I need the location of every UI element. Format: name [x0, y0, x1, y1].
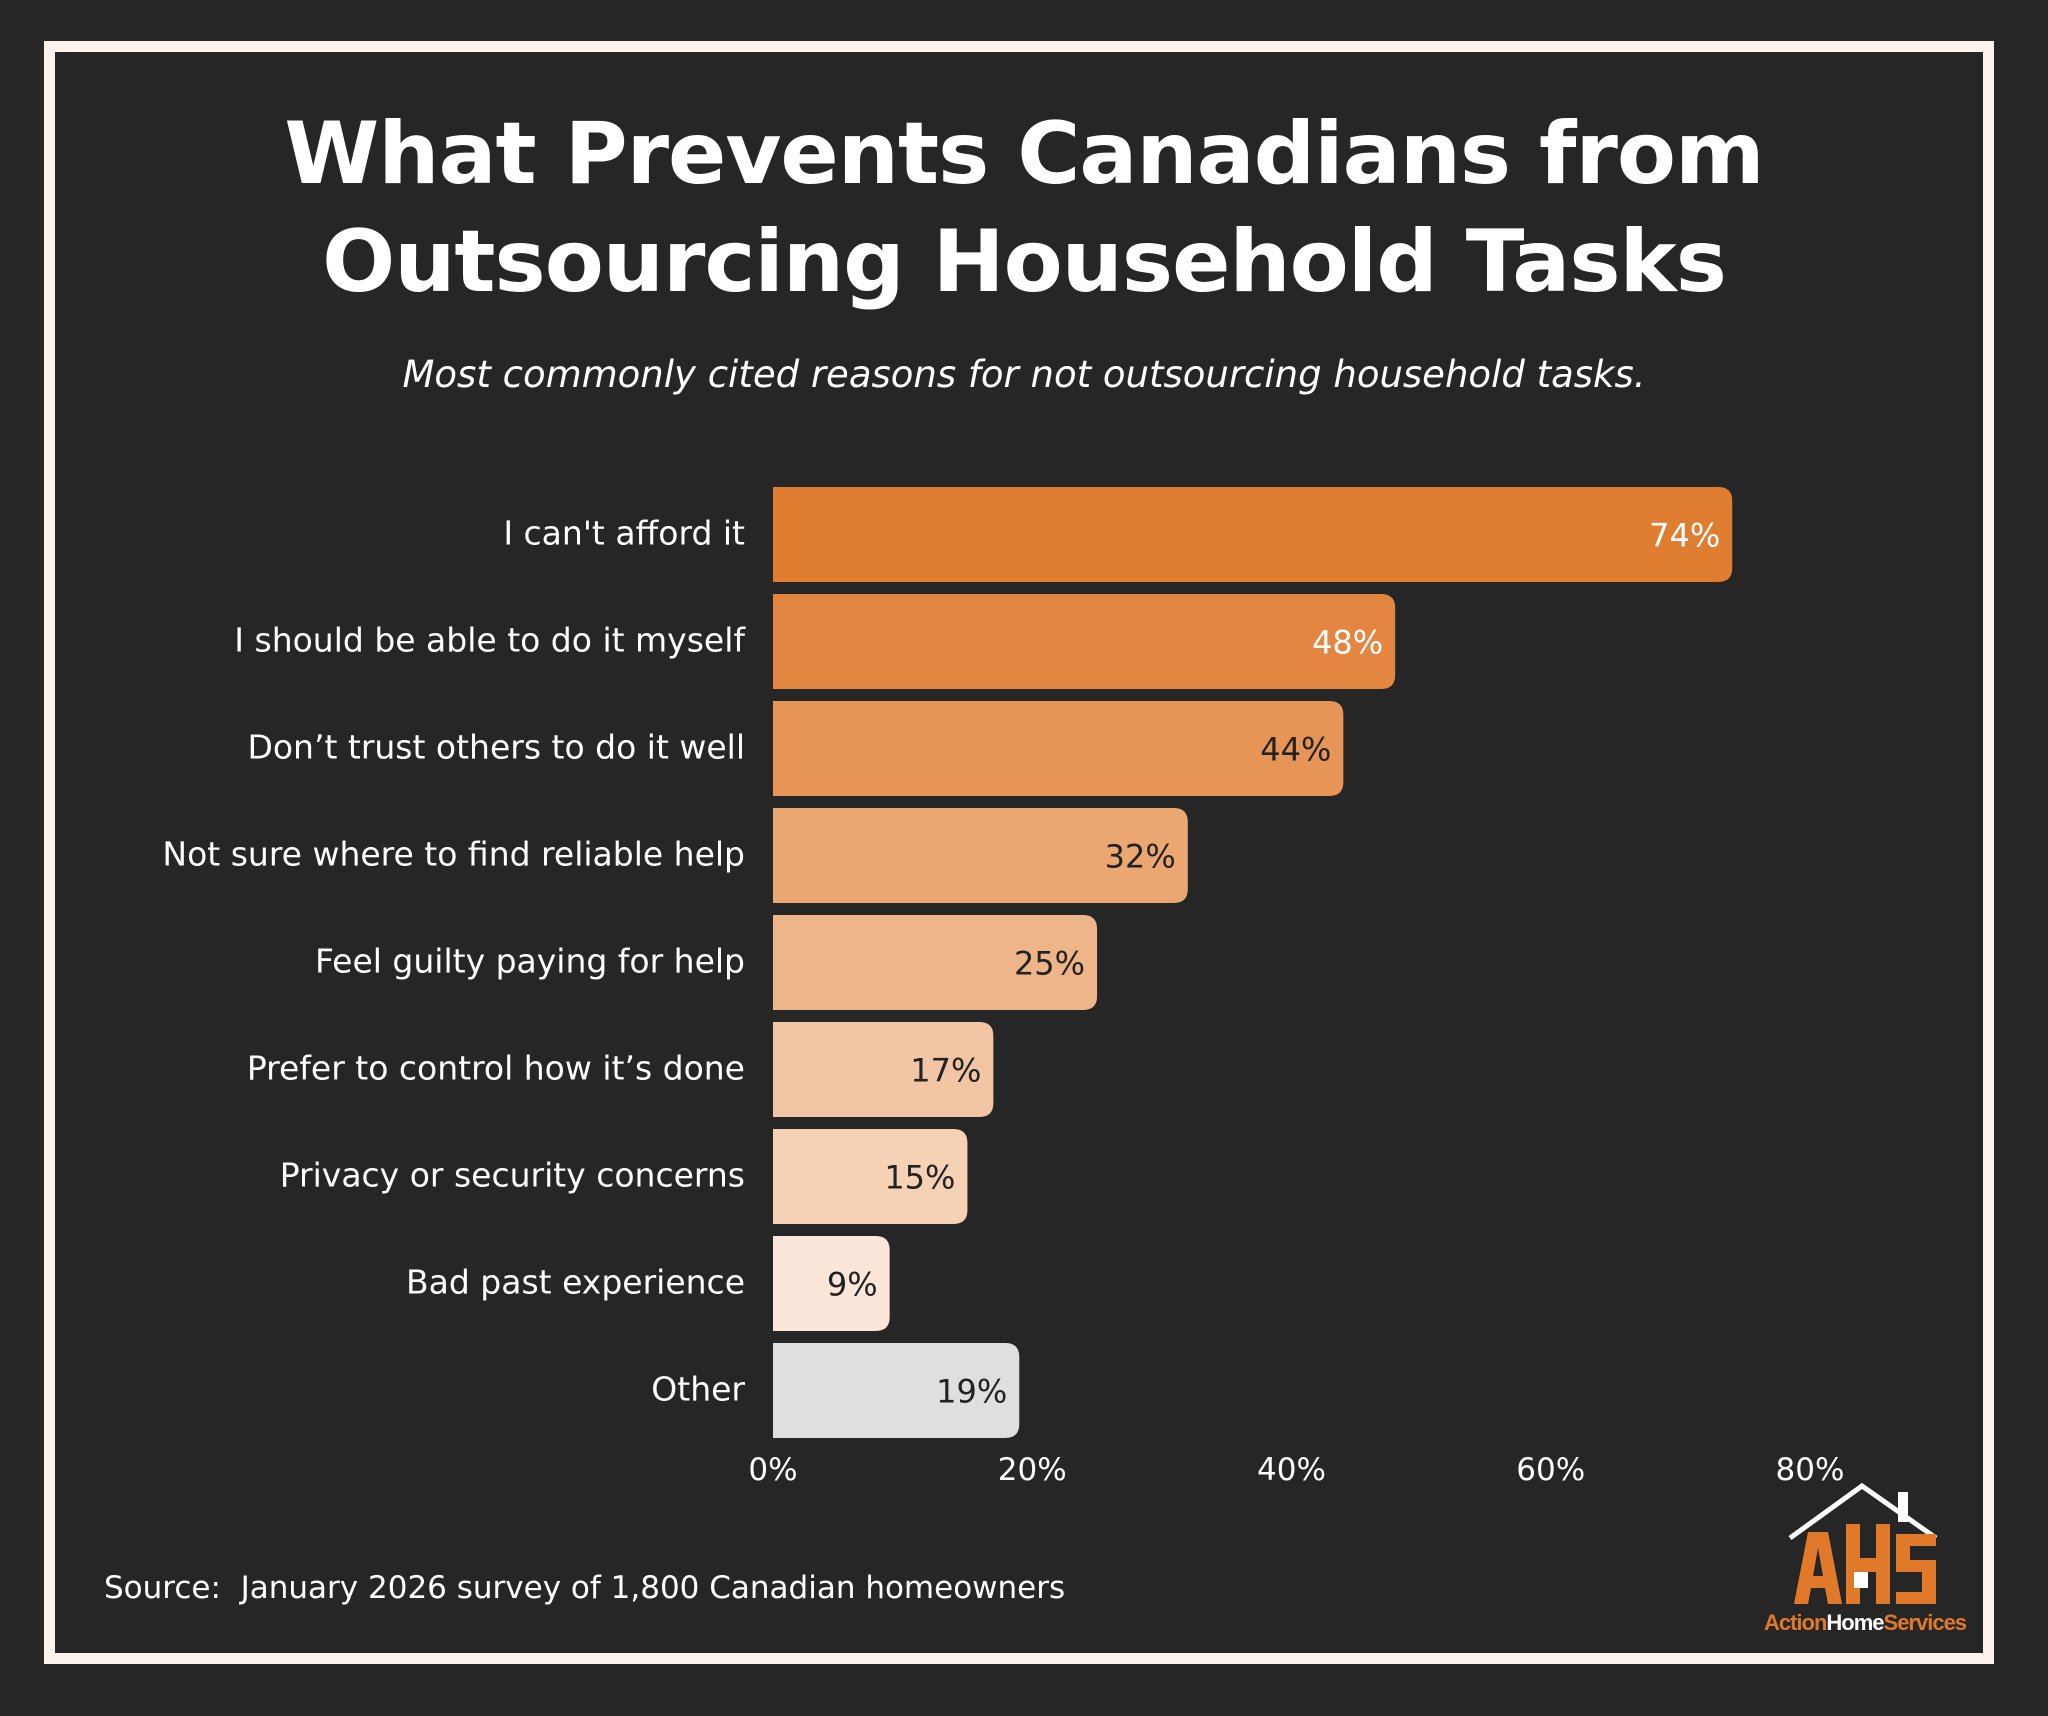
title-line-2: Outsourcing Household Tasks [322, 212, 1727, 312]
category-label: Feel guilty paying for help [315, 942, 745, 981]
bar-privacy-or-security-concerns [773, 1129, 968, 1224]
logo-word-action: Action [1763, 1610, 1827, 1635]
bar-i-should-be-able-to-do-it-myself [773, 594, 1396, 689]
bar-value-label: 44% [1260, 731, 1331, 769]
bar-prefer-to-control-how-it-s-done [773, 1022, 994, 1117]
outer-frame [44, 41, 1994, 1664]
chart-title: What Prevents Canadians from Outsourcing… [0, 100, 2048, 316]
x-tick-label: 40% [1257, 1452, 1326, 1488]
category-label: Prefer to control how it’s done [247, 1049, 745, 1088]
category-label: Bad past experience [406, 1263, 745, 1302]
bar-not-sure-where-to-find-reliable-help [773, 808, 1188, 903]
x-tick-label: 60% [1516, 1452, 1585, 1488]
x-tick-label: 0% [748, 1452, 797, 1488]
logo-wordmark: ActionHomeServices [1752, 1610, 1978, 1636]
ahs-logo-icon [1788, 1482, 1938, 1604]
category-label: I can't afford it [503, 514, 745, 553]
bar-other [773, 1343, 1020, 1438]
category-label: Don’t trust others to do it well [247, 728, 745, 767]
bar-value-label: 25% [1014, 945, 1085, 983]
bar-i-can-t-afford-it [773, 487, 1733, 582]
bar-don-t-trust-others-to-do-it-well [773, 701, 1344, 796]
chart-subtitle: Most commonly cited reasons for not outs… [402, 353, 1646, 396]
logo-word-services: Services [1883, 1610, 1968, 1635]
bar-value-label: 17% [910, 1052, 981, 1090]
bar-value-label: 9% [827, 1266, 878, 1304]
category-label: I should be able to do it myself [234, 621, 746, 660]
category-label: Privacy or security concerns [280, 1156, 745, 1195]
source-note: Source: January 2026 survey of 1,800 Can… [104, 1570, 1066, 1606]
bar-value-label: 32% [1105, 838, 1176, 876]
logo-word-home: Home [1826, 1610, 1884, 1635]
category-label: Not sure where to find reliable help [162, 835, 745, 874]
x-tick-label: 20% [998, 1452, 1067, 1488]
x-tick-label: 80% [1776, 1452, 1845, 1488]
bar-value-label: 74% [1649, 517, 1720, 555]
bar-value-label: 19% [936, 1373, 1007, 1411]
bar-value-label: 15% [884, 1159, 955, 1197]
bar-feel-guilty-paying-for-help [773, 915, 1098, 1010]
title-line-1: What Prevents Canadians from [284, 104, 1764, 204]
category-label: Other [651, 1370, 745, 1409]
bar-bad-past-experience [773, 1236, 890, 1331]
bar-value-label: 48% [1312, 624, 1383, 662]
